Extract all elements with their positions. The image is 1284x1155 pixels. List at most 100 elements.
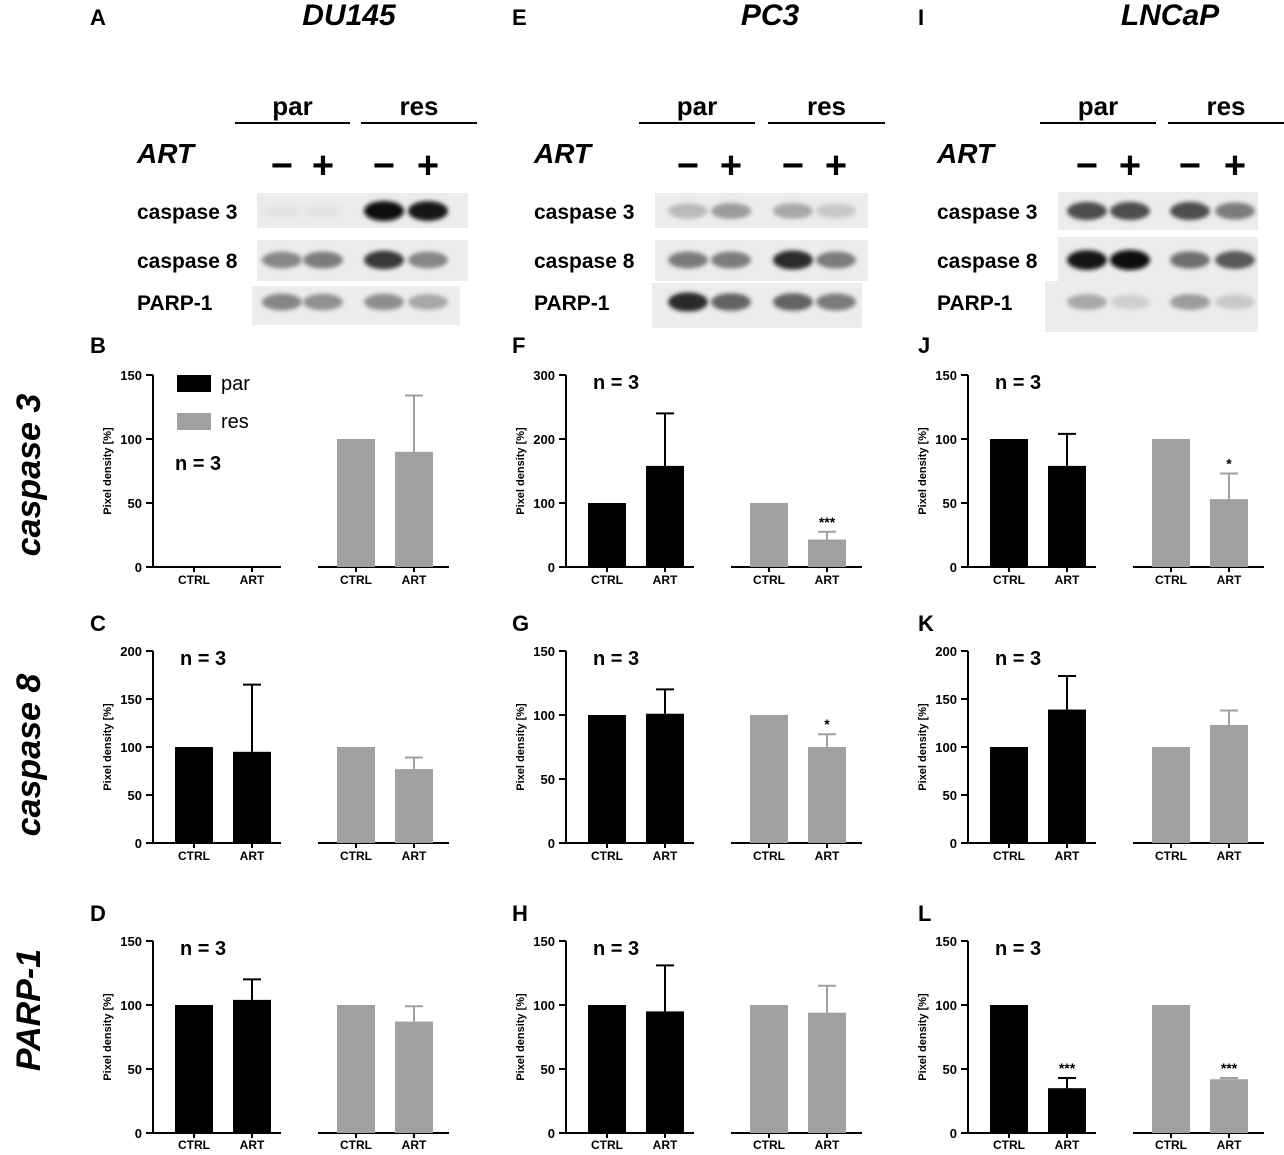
panel-letter: K (918, 611, 934, 636)
panel-letter: I (918, 5, 924, 30)
x-tick-label: CTRL (1155, 1138, 1187, 1152)
blot-band (262, 251, 302, 269)
bar (990, 439, 1028, 567)
blot-band (1215, 251, 1255, 269)
y-axis-label: Pixel density [%] (102, 427, 114, 515)
y-tick-label: 0 (548, 1126, 555, 1141)
blot-band (408, 251, 448, 269)
group-label-res: res (807, 91, 846, 121)
treatment-sign: − (677, 145, 699, 187)
legend-label: res (221, 411, 249, 433)
blot-band (668, 292, 708, 312)
treatment-sign: − (1179, 145, 1201, 187)
blot-band (408, 294, 448, 310)
y-tick-label: 100 (533, 708, 555, 723)
n-annotation: n = 3 (593, 648, 639, 670)
x-tick-label: ART (653, 573, 678, 587)
bar (750, 715, 788, 843)
bar (588, 715, 626, 843)
legend-swatch (177, 413, 211, 430)
significance-label: * (824, 716, 830, 732)
y-tick-label: 100 (533, 496, 555, 511)
n-annotation: n = 3 (180, 648, 226, 670)
blot-band (1170, 293, 1210, 311)
blot-band (364, 250, 404, 270)
blot-band (1170, 251, 1210, 269)
y-axis-label: Pixel density [%] (917, 427, 929, 515)
x-tick-label: CTRL (993, 573, 1025, 587)
n-annotation: n = 3 (175, 453, 221, 475)
y-tick-label: 50 (943, 1062, 957, 1077)
y-tick-label: 150 (935, 692, 957, 707)
y-tick-label: 0 (950, 560, 957, 575)
y-tick-label: 0 (135, 1126, 142, 1141)
bar (233, 751, 271, 843)
x-tick-label: ART (815, 573, 840, 587)
group-label-par: par (272, 91, 312, 121)
panel-letter: B (90, 333, 106, 358)
y-tick-label: 0 (950, 1126, 957, 1141)
blot-band (1170, 201, 1210, 221)
y-tick-label: 100 (935, 740, 957, 755)
band-label: PARP-1 (534, 292, 610, 315)
bar (1210, 1079, 1248, 1133)
blot-band (668, 203, 708, 219)
y-tick-label: 150 (120, 692, 142, 707)
treatment-sign: + (720, 145, 742, 187)
bar (750, 503, 788, 567)
bar (337, 747, 375, 843)
x-tick-label: ART (1055, 573, 1080, 587)
blot-band (773, 250, 813, 270)
group-label-par: par (1078, 91, 1118, 121)
treatment-sign: − (271, 145, 293, 187)
bar (1048, 465, 1086, 567)
panel-letter: L (918, 901, 931, 926)
treatment-sign: + (312, 145, 334, 187)
bar (808, 747, 846, 843)
bar-chart-B: B 0 50 100 150 Pixel density [%] CTRL ART CTRL AR… (90, 333, 449, 587)
x-tick-label: CTRL (993, 849, 1025, 863)
x-tick-label: CTRL (753, 849, 785, 863)
blot-band (711, 202, 751, 220)
bar (175, 747, 213, 843)
significance-label: *** (1221, 1060, 1238, 1076)
y-axis-label: Pixel density [%] (102, 993, 114, 1081)
bar-chart-J: J 0 50 100 150 Pixel density [%] CTRL ART CTRL * A… (917, 333, 1264, 587)
y-axis-label: Pixel density [%] (102, 703, 114, 791)
bar (1152, 747, 1190, 843)
treatment-sign: + (1119, 145, 1141, 187)
treatment-label: ART (936, 138, 997, 169)
panel-letter: F (512, 333, 525, 358)
y-tick-label: 100 (533, 998, 555, 1013)
y-tick-label: 200 (120, 644, 142, 659)
bar-chart-K: K 0 50 100 150 200 Pixel density [%] CTRL ART CTR… (917, 611, 1264, 863)
y-axis-label: Pixel density [%] (917, 703, 929, 791)
y-tick-label: 50 (128, 788, 142, 803)
x-tick-label: CTRL (591, 1138, 623, 1152)
x-tick-label: ART (240, 573, 265, 587)
bar (808, 1012, 846, 1133)
significance-label: *** (819, 514, 836, 530)
blot-band (303, 293, 343, 311)
bar (1048, 709, 1086, 843)
blot-band (816, 251, 856, 269)
y-tick-label: 0 (135, 560, 142, 575)
blot-band (1110, 201, 1150, 221)
treatment-sign: + (1224, 145, 1246, 187)
blot-band (262, 203, 302, 219)
y-tick-label: 0 (135, 836, 142, 851)
y-tick-label: 0 (548, 560, 555, 575)
treatment-sign: + (417, 145, 439, 187)
panel-letter: D (90, 901, 106, 926)
y-tick-label: 50 (943, 788, 957, 803)
blot-band (364, 201, 404, 221)
bar (1210, 499, 1248, 567)
blot-band (303, 251, 343, 269)
y-tick-label: 200 (533, 432, 555, 447)
n-annotation: n = 3 (995, 372, 1041, 394)
band-label: caspase 8 (137, 250, 238, 273)
bar-chart-L: L 0 50 100 150 Pixel density [%] CTRL *** ART CTR… (917, 901, 1264, 1152)
blot-band (1067, 294, 1107, 310)
treatment-sign: − (1076, 145, 1098, 187)
